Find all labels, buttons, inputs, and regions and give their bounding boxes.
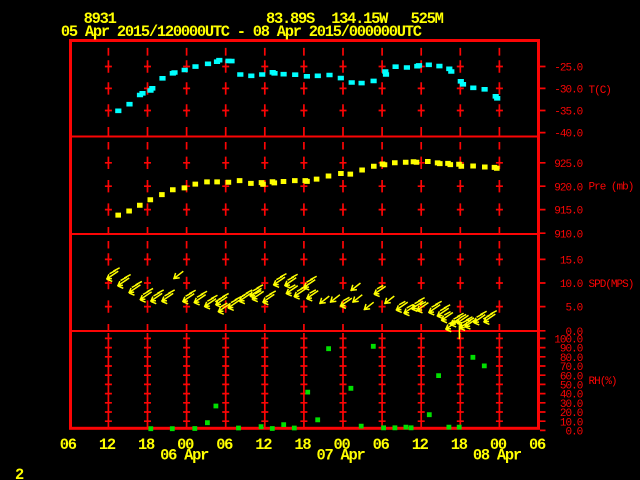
svg-text:RH(%): RH(%): [589, 376, 617, 388]
svg-text:12: 12: [412, 436, 429, 454]
svg-text:915.0: 915.0: [554, 206, 582, 218]
svg-text:12: 12: [255, 436, 272, 454]
svg-text:00: 00: [177, 436, 194, 454]
svg-text:20.0: 20.0: [560, 408, 583, 420]
svg-text:80.0: 80.0: [560, 353, 583, 365]
svg-text:06 Apr: 06 Apr: [160, 447, 209, 465]
svg-text:06: 06: [373, 436, 390, 454]
svg-text:70.0: 70.0: [560, 362, 583, 374]
svg-text:920.0: 920.0: [554, 182, 582, 194]
svg-text:18: 18: [138, 436, 155, 454]
svg-text:Pre (mb): Pre (mb): [589, 181, 634, 193]
svg-text:-35.0: -35.0: [554, 107, 582, 119]
svg-text:10.0: 10.0: [560, 417, 583, 429]
svg-text:08 Apr: 08 Apr: [473, 447, 522, 465]
svg-text:5.0: 5.0: [565, 303, 582, 315]
svg-text:525M: 525M: [411, 10, 444, 28]
svg-text:06: 06: [529, 436, 546, 454]
svg-text:0.0: 0.0: [565, 427, 582, 439]
svg-text:00: 00: [490, 436, 507, 454]
svg-text:T(C): T(C): [589, 85, 611, 97]
svg-text:910.0: 910.0: [554, 229, 582, 241]
svg-text:0.0: 0.0: [565, 327, 582, 339]
svg-text:18: 18: [451, 436, 468, 454]
svg-text:60.0: 60.0: [560, 371, 583, 383]
svg-text:05 Apr 2015/120000UTC - 08 Apr: 05 Apr 2015/120000UTC - 08 Apr 2015/0000…: [61, 23, 422, 41]
svg-text:83.89S: 83.89S: [266, 10, 315, 28]
svg-text:100.0: 100.0: [554, 335, 582, 347]
svg-text:925.0: 925.0: [554, 159, 582, 171]
svg-text:-25.0: -25.0: [554, 63, 582, 75]
svg-text:12: 12: [99, 436, 116, 454]
svg-text:30.0: 30.0: [560, 399, 583, 411]
svg-text:-30.0: -30.0: [554, 85, 582, 97]
svg-text:40.0: 40.0: [560, 390, 583, 402]
svg-text:-40.0: -40.0: [554, 129, 582, 141]
svg-text:06: 06: [216, 436, 233, 454]
svg-text:18: 18: [294, 436, 311, 454]
svg-text:90.0: 90.0: [560, 344, 583, 356]
svg-text:134.15W: 134.15W: [331, 10, 389, 28]
svg-text:2: 2: [15, 466, 24, 480]
svg-text:SPD(MPS): SPD(MPS): [589, 279, 634, 291]
svg-text:00: 00: [334, 436, 351, 454]
svg-text:10.0: 10.0: [560, 279, 583, 291]
svg-text:07 Apr: 07 Apr: [317, 447, 366, 465]
svg-text:06: 06: [60, 436, 77, 454]
svg-text:50.0: 50.0: [560, 381, 583, 393]
svg-text:8931: 8931: [84, 10, 117, 28]
svg-text:15.0: 15.0: [560, 256, 583, 268]
